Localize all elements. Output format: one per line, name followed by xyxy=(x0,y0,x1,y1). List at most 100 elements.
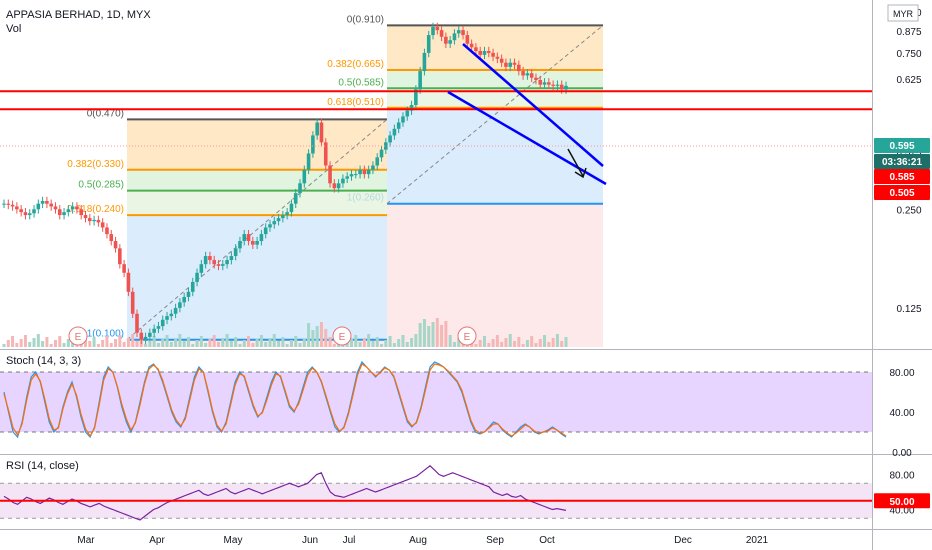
volume-bar xyxy=(272,334,276,347)
volume-bar xyxy=(268,338,272,347)
candle-body xyxy=(199,264,204,273)
candle-body xyxy=(448,40,452,44)
volume-bar xyxy=(551,338,555,347)
volume-bar xyxy=(543,335,547,347)
candle-body xyxy=(178,302,182,308)
candle-body xyxy=(45,200,49,204)
candle-body xyxy=(285,212,289,216)
candle-body xyxy=(122,264,126,273)
volume-bar xyxy=(15,343,19,347)
candle-body xyxy=(409,105,414,111)
volume-bar xyxy=(182,341,186,347)
volume-bar xyxy=(534,343,538,347)
candle-body xyxy=(431,26,435,36)
volume-bar xyxy=(96,344,100,347)
rsi-tick-label: 80.00 xyxy=(889,471,914,482)
fib-zone xyxy=(127,215,387,340)
candle-body xyxy=(2,203,6,205)
fib-trend-dashed xyxy=(386,24,604,205)
candle-body xyxy=(203,256,208,265)
volume-bar xyxy=(380,344,384,347)
candle-body xyxy=(478,51,482,55)
fib-level-label: 0.382(0.330) xyxy=(67,159,124,170)
earnings-marker xyxy=(332,326,352,346)
volume-bar xyxy=(315,326,319,347)
candle-body xyxy=(88,218,92,222)
volume-bar xyxy=(444,321,448,347)
volume-bar xyxy=(255,339,259,347)
time-axis[interactable]: Mar Apr May Jun Jul Aug Sep Oct Dec 2021 xyxy=(77,535,768,546)
candle-body xyxy=(311,135,315,154)
candle-body xyxy=(143,336,148,340)
volume-bar xyxy=(191,344,195,347)
volume-bar xyxy=(435,318,439,347)
earnings-marker xyxy=(68,326,88,346)
candle-body xyxy=(289,203,294,213)
volume-bar xyxy=(560,341,564,347)
fib-level-label: 0.618(0.240) xyxy=(67,204,124,215)
fib-zone xyxy=(127,169,387,191)
volume-bar xyxy=(174,338,178,347)
stoch-tick-label: 40.00 xyxy=(889,408,914,419)
fib-level-label: 0(0.470) xyxy=(87,108,124,119)
volume-bar xyxy=(521,344,525,347)
candle-body xyxy=(195,272,199,282)
volume-bar xyxy=(371,341,375,347)
candle-body xyxy=(452,33,457,41)
candle-body xyxy=(499,58,504,63)
rsi-hline-badge xyxy=(874,493,930,509)
volume-bar xyxy=(118,335,122,347)
volume-bar xyxy=(165,335,169,347)
candle-body xyxy=(525,73,530,76)
candle-body xyxy=(251,241,255,245)
fib-trend-dashed xyxy=(126,119,388,341)
volume-bar xyxy=(36,334,40,347)
volume-bar xyxy=(135,341,139,347)
volume-bar xyxy=(555,334,559,347)
candle-body xyxy=(169,313,174,317)
volume-bar xyxy=(259,335,263,347)
candle-body xyxy=(27,213,32,216)
candle-body xyxy=(551,84,555,86)
volume-bar xyxy=(491,339,495,347)
volume-bar xyxy=(264,342,268,347)
candle-body xyxy=(534,77,538,80)
candle-body xyxy=(281,215,285,219)
volume-bar xyxy=(101,340,105,347)
currency-badge[interactable] xyxy=(887,4,919,22)
candle-body xyxy=(371,165,375,170)
candle-body xyxy=(139,332,144,340)
candle-body xyxy=(15,206,19,210)
volume-bar xyxy=(285,344,289,347)
candle-body xyxy=(396,122,401,129)
candle-body xyxy=(379,149,384,158)
volume-bar xyxy=(392,343,396,347)
volume-bar xyxy=(23,335,27,347)
candle-body xyxy=(208,256,212,261)
volume-bar xyxy=(92,337,96,347)
candle-body xyxy=(23,212,28,216)
candle-body xyxy=(105,227,109,235)
candle-body xyxy=(504,62,508,67)
volume-bar xyxy=(440,325,444,347)
volume-bar xyxy=(517,337,521,347)
candle-body xyxy=(491,52,495,57)
price-badge-label: 0.595 xyxy=(889,141,914,152)
price-tick-label: 0.875 xyxy=(896,27,921,38)
time-tick-label: May xyxy=(224,535,243,546)
candle-body xyxy=(315,122,319,136)
fib-level-label: 0.382(0.665) xyxy=(327,59,384,70)
volume-bar xyxy=(28,342,32,347)
volume-bar xyxy=(478,340,482,347)
volume-bar xyxy=(195,340,199,347)
volume-bar xyxy=(513,341,517,347)
candle-body xyxy=(255,241,259,245)
volume-bar xyxy=(328,337,332,347)
price-badge-label: 0.585 xyxy=(889,172,914,183)
candle-body xyxy=(388,135,392,143)
time-tick-label: Oct xyxy=(539,535,555,546)
candle-body xyxy=(216,264,221,266)
